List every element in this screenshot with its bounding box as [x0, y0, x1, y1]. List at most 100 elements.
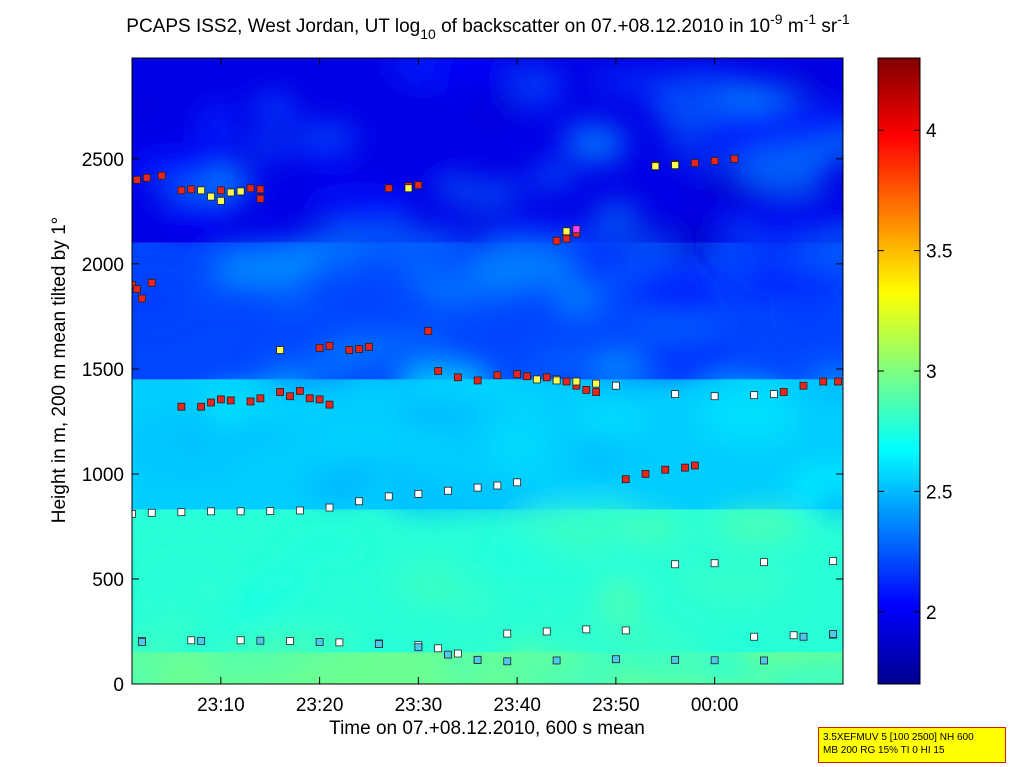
- marker-point: [592, 388, 601, 396]
- heatmap-blob: [789, 77, 832, 103]
- heatmap-blob: [391, 479, 428, 503]
- marker-point: [187, 185, 196, 194]
- marker-point: [384, 184, 393, 193]
- marker-point: [197, 186, 206, 195]
- marker-point: [246, 397, 255, 406]
- heatmap-blob: [143, 560, 232, 595]
- heatmap-blob: [132, 152, 211, 189]
- marker-point: [276, 388, 285, 396]
- heatmap-blob: [303, 182, 413, 224]
- marker-point: [572, 225, 581, 234]
- marker-point: [325, 400, 334, 409]
- colorbar-tick-label: 3.5: [926, 242, 952, 263]
- heatmap-blob: [436, 182, 528, 203]
- y-tick-label: 500: [92, 570, 124, 591]
- marker-point: [325, 341, 334, 350]
- heatmap-blob: [210, 251, 318, 286]
- marker-point: [207, 507, 215, 516]
- heatmap-blob: [633, 330, 735, 369]
- heatmap-blob: [496, 545, 605, 588]
- heatmap-blob: [502, 392, 547, 415]
- marker-point: [177, 402, 186, 411]
- marker-point: [493, 371, 502, 380]
- marker-point: [132, 509, 136, 518]
- heatmap-blob: [250, 93, 298, 126]
- y-tick-label: 1500: [82, 360, 124, 381]
- marker-point: [532, 375, 541, 384]
- marker-point: [276, 346, 285, 354]
- settings-info-box: 3.5XEFMUV 5 [100 2500] NH 600 MB 200 RG …: [818, 727, 1006, 763]
- marker-point: [523, 372, 531, 381]
- marker-point: [473, 376, 482, 385]
- heatmap-blob: [198, 101, 235, 147]
- layer-markers: [132, 154, 842, 666]
- info-line-2: MB 200 RG 15% TI 0 HI 15: [823, 745, 945, 756]
- heatmap-blob: [467, 86, 521, 123]
- marker-point: [133, 175, 141, 184]
- marker-point: [295, 506, 304, 515]
- marker-point: [315, 395, 324, 404]
- marker-point: [177, 186, 186, 195]
- heatmap-blob: [591, 286, 699, 308]
- heatmap-texture: [132, 58, 843, 684]
- marker-point: [132, 280, 136, 289]
- heatmap-blob: [523, 353, 614, 371]
- marker-point: [641, 470, 650, 478]
- marker-point: [710, 656, 719, 665]
- heatmap-blob: [512, 84, 564, 109]
- marker-point: [142, 173, 151, 182]
- marker-point: [562, 234, 571, 243]
- marker-point: [710, 157, 719, 165]
- marker-point: [552, 656, 561, 665]
- marker-point: [424, 327, 433, 335]
- marker-point: [562, 227, 571, 236]
- colorbar: [877, 57, 921, 685]
- marker-point: [592, 379, 601, 388]
- marker-point: [799, 381, 808, 390]
- marker-point: [256, 636, 265, 645]
- heatmap-blob: [232, 390, 316, 431]
- marker-point: [374, 640, 383, 648]
- marker-point: [355, 345, 364, 353]
- heatmap-blob: [481, 226, 590, 249]
- heatmap-blob: [660, 67, 743, 96]
- marker-point: [473, 483, 482, 492]
- marker-point: [710, 559, 719, 568]
- marker-point: [750, 632, 759, 641]
- marker-point: [315, 638, 324, 646]
- marker-point: [335, 638, 344, 647]
- marker-point: [177, 508, 186, 517]
- marker-point: [226, 396, 235, 405]
- heatmap-blob: [249, 564, 312, 602]
- plot-frame: [131, 57, 844, 685]
- colorbar-ticks: 2 2.5 3 3.5 4: [878, 121, 952, 624]
- heatmap-blob: [401, 569, 461, 600]
- heatmap-blob: [702, 647, 758, 684]
- marker-point: [434, 367, 443, 375]
- heatmap-blob: [160, 194, 229, 236]
- heatmap-blob: [565, 123, 627, 164]
- x-tick-label: 23:40: [493, 695, 541, 716]
- marker-point: [444, 486, 452, 495]
- marker-point: [434, 644, 443, 653]
- marker-point: [503, 657, 512, 666]
- marker-point: [197, 402, 206, 411]
- marker-point: [133, 285, 141, 293]
- colorbar-tick-label: 4: [926, 121, 937, 142]
- marker-point: [611, 655, 620, 664]
- marker-point: [286, 392, 294, 401]
- x-tick-label: 23:20: [296, 695, 344, 716]
- marker-point: [216, 186, 225, 195]
- marker-point: [799, 632, 808, 641]
- colorbar-tick-label: 2.5: [926, 482, 952, 503]
- marker-point: [552, 236, 561, 245]
- marker-point: [760, 558, 768, 567]
- marker-point: [513, 478, 522, 487]
- y-tick-label: 2000: [82, 255, 124, 276]
- heatmap-blob: [132, 669, 159, 684]
- marker-point: [730, 154, 739, 163]
- heatmap-blob: [213, 237, 300, 255]
- marker-point: [236, 507, 245, 516]
- heatmap-blob: [601, 580, 641, 625]
